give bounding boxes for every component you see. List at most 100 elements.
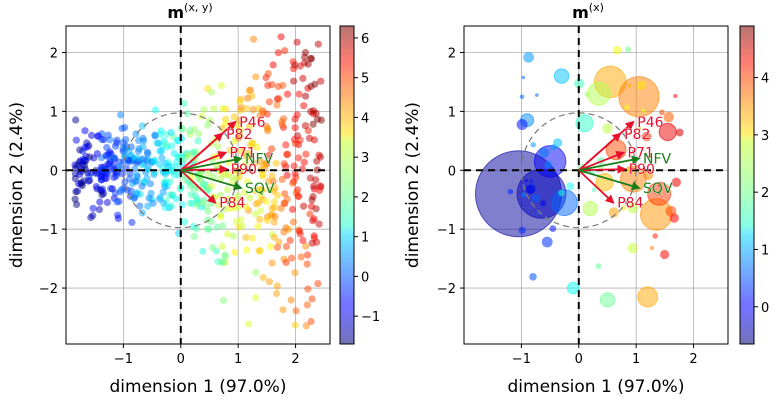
data-bubble [637, 286, 659, 308]
data-point [163, 168, 171, 176]
colorbar [740, 26, 754, 344]
data-point [106, 136, 114, 144]
data-point [186, 182, 194, 190]
data-point [221, 205, 229, 213]
data-point [304, 60, 312, 68]
data-point [190, 125, 199, 134]
data-point [315, 186, 323, 195]
loading-vector-p84 [180, 169, 217, 204]
data-point [223, 186, 232, 194]
vector-label-p84: P84 [219, 196, 245, 212]
y-tick-label: −1 [437, 223, 456, 238]
data-point [122, 136, 130, 144]
y-axis-label: dimension 2 (2.4%) [7, 102, 27, 268]
data-point [279, 306, 287, 314]
data-point [110, 173, 118, 182]
data-point [241, 159, 249, 168]
data-point [307, 55, 315, 63]
data-point [293, 38, 301, 46]
data-bubble [535, 93, 539, 97]
data-bubble [531, 193, 541, 203]
data-point [271, 212, 279, 221]
data-point [275, 95, 283, 103]
data-point [219, 222, 227, 230]
data-point [218, 242, 226, 250]
data-point [238, 222, 246, 230]
data-point [221, 171, 229, 179]
y-tick-label: 0 [50, 164, 58, 179]
data-point [242, 203, 250, 211]
data-point [85, 172, 93, 180]
data-bubble [640, 108, 646, 113]
data-point [310, 136, 318, 144]
data-point [304, 285, 312, 293]
data-point [291, 124, 299, 132]
data-point [183, 110, 191, 118]
data-point [248, 139, 256, 147]
data-point [303, 301, 311, 309]
data-point [131, 177, 139, 185]
data-point [78, 182, 86, 190]
data-point [291, 269, 299, 277]
data-point [252, 73, 260, 81]
data-point [260, 160, 268, 168]
loading-vector-nfv [578, 155, 641, 172]
data-point [72, 188, 80, 196]
data-point [146, 180, 154, 188]
data-point [83, 143, 91, 151]
data-point [128, 218, 136, 227]
data-point [88, 131, 96, 139]
data-point [302, 150, 310, 158]
data-point [314, 280, 322, 288]
data-point [81, 127, 89, 135]
data-point [138, 122, 146, 130]
data-point [187, 190, 195, 199]
y-tick-label: −1 [39, 223, 58, 238]
y-tick-label: 1 [50, 105, 58, 120]
data-bubble [624, 46, 632, 53]
data-point [86, 153, 94, 161]
data-point [306, 174, 314, 182]
data-point [151, 106, 160, 114]
data-point [265, 98, 273, 106]
data-point [274, 49, 282, 57]
data-point [193, 201, 201, 209]
data-point [213, 223, 221, 231]
data-bubble [665, 205, 677, 217]
data-bubble [538, 147, 550, 158]
data-bubble [582, 200, 598, 217]
data-point [147, 189, 155, 197]
loading-vector-nfv [180, 155, 243, 172]
data-point [72, 164, 80, 172]
data-point [207, 88, 216, 96]
data-point [309, 120, 317, 128]
data-point [291, 61, 299, 69]
data-point [310, 232, 318, 240]
data-point [246, 122, 254, 130]
data-point [310, 182, 318, 190]
data-bubble [627, 168, 632, 172]
data-point [237, 147, 245, 155]
data-point [151, 131, 159, 139]
vector-label-p90: P90 [231, 162, 257, 178]
data-point [300, 102, 308, 110]
data-point [283, 90, 292, 98]
data-point [96, 198, 104, 206]
colorbar-tick-label: −1 [361, 310, 380, 325]
data-point [125, 147, 133, 155]
data-point [97, 166, 105, 175]
data-point [304, 251, 312, 259]
data-point [162, 140, 170, 148]
data-point [110, 154, 119, 162]
data-point [93, 150, 101, 158]
data-point [244, 149, 252, 157]
data-point [178, 201, 186, 209]
data-point [281, 190, 289, 198]
data-bubble [544, 160, 553, 169]
data-point [278, 121, 286, 129]
data-bubble [523, 51, 534, 63]
data-bubble [549, 225, 557, 233]
data-bubble [574, 78, 585, 89]
data-point [313, 166, 321, 174]
